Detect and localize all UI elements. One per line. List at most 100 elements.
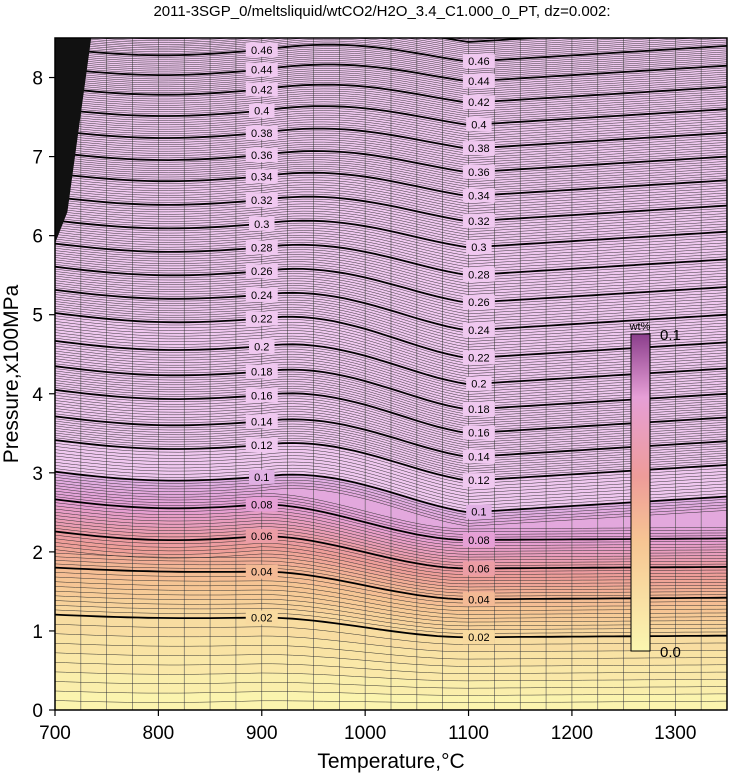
contour-label-bg bbox=[462, 164, 495, 179]
minor-contour bbox=[55, 165, 727, 190]
minor-contour bbox=[55, 46, 727, 64]
contour-label-bg bbox=[245, 125, 278, 140]
contour-label: 0.1 bbox=[254, 472, 269, 484]
minor-contour bbox=[55, 294, 727, 337]
contour-label-bg bbox=[462, 630, 495, 645]
minor-contour bbox=[55, 50, 727, 68]
contour-label-bg bbox=[462, 449, 495, 464]
y-tick-label: 0 bbox=[32, 701, 43, 722]
minor-contour bbox=[55, 231, 727, 262]
contour-label: 0.32 bbox=[468, 216, 489, 228]
contour-label: 0.14 bbox=[468, 451, 489, 463]
fill-band bbox=[55, 142, 727, 168]
contour-label: 0.46 bbox=[251, 45, 272, 57]
contour-label-bg bbox=[466, 504, 492, 519]
minor-contour bbox=[55, 348, 727, 393]
fill-band bbox=[97, 38, 598, 46]
contour-label-bg bbox=[462, 350, 495, 365]
fill-band bbox=[55, 525, 727, 569]
fill-band bbox=[55, 133, 727, 159]
fill-band bbox=[55, 567, 727, 607]
contour-label-bg bbox=[462, 592, 495, 607]
y-axis-ticks: 0 1 2 3 4 5 6 7 8 bbox=[32, 69, 55, 722]
fill-band bbox=[55, 586, 727, 623]
x-axis-ticks: 700 800 900 1000 1100 1200 1300 bbox=[39, 710, 696, 744]
minor-contour bbox=[55, 368, 727, 413]
minor-contour bbox=[55, 54, 727, 72]
contour-label: 0.12 bbox=[468, 475, 489, 487]
minor-contour bbox=[55, 229, 727, 259]
contour-label: 0.1 bbox=[471, 507, 486, 519]
contour-label: 0.44 bbox=[468, 76, 489, 88]
minor-contour bbox=[55, 652, 727, 667]
minor-contour bbox=[55, 72, 727, 91]
contour-label: 0.3 bbox=[254, 219, 269, 231]
contour-label-bg bbox=[245, 42, 278, 57]
contour-label: 0.34 bbox=[468, 190, 489, 202]
contour-label: 0.08 bbox=[251, 499, 272, 511]
minor-contour bbox=[94, 38, 602, 47]
minor-contour bbox=[55, 245, 727, 279]
contour-label: 0.18 bbox=[251, 367, 272, 379]
minor-contour bbox=[55, 179, 727, 204]
minor-contour bbox=[55, 208, 727, 235]
minor-contour bbox=[55, 112, 727, 133]
minor-contour bbox=[55, 144, 727, 166]
minor-contour bbox=[55, 590, 727, 619]
minor-contour bbox=[55, 194, 727, 220]
minor-contour bbox=[55, 280, 727, 320]
fill-band bbox=[55, 488, 727, 535]
minor-contour bbox=[55, 310, 727, 356]
minor-contour bbox=[55, 137, 727, 159]
minor-contour bbox=[55, 82, 727, 101]
minor-contour bbox=[55, 315, 727, 362]
minor-contour bbox=[56, 38, 666, 51]
minor-contour bbox=[55, 337, 727, 382]
fill-band bbox=[55, 137, 727, 163]
minor-contour bbox=[55, 38, 699, 53]
minor-contour bbox=[55, 284, 727, 326]
minor-contour bbox=[55, 184, 727, 210]
minor-contour bbox=[55, 278, 727, 317]
contour-label: 0.36 bbox=[251, 150, 272, 162]
minor-contour bbox=[55, 586, 727, 615]
major-contour bbox=[55, 498, 727, 541]
minor-contour bbox=[55, 671, 727, 682]
minor-contour bbox=[55, 373, 727, 417]
y-tick-label: 3 bbox=[32, 464, 43, 485]
minor-contour bbox=[55, 446, 727, 488]
major-contour bbox=[55, 365, 727, 411]
major-contour bbox=[55, 470, 727, 514]
contour-label-bg bbox=[245, 311, 278, 326]
major-contour bbox=[55, 150, 727, 174]
fill-band bbox=[55, 48, 727, 70]
minor-contour bbox=[55, 60, 727, 78]
minor-contour bbox=[55, 423, 727, 465]
fill-band bbox=[55, 201, 727, 232]
colorbar-min-label: 0.0 bbox=[660, 644, 681, 661]
minor-contour bbox=[55, 363, 727, 408]
minor-contour bbox=[55, 329, 727, 375]
contour-label: 0.28 bbox=[251, 243, 272, 255]
minor-contour bbox=[55, 623, 727, 645]
minor-contour bbox=[55, 468, 727, 510]
minor-contour bbox=[55, 163, 727, 187]
contour-label-bg bbox=[245, 169, 278, 184]
minor-contour bbox=[55, 542, 727, 578]
contour-label-bg bbox=[462, 561, 495, 576]
minor-contour bbox=[55, 139, 727, 161]
minor-contour bbox=[55, 224, 727, 254]
minor-contour bbox=[55, 633, 727, 653]
contour-label: 0.2 bbox=[254, 341, 269, 353]
minor-contour bbox=[55, 161, 727, 185]
major-contour bbox=[55, 195, 727, 223]
dense-contour-wedge bbox=[55, 38, 92, 244]
minor-contour bbox=[55, 560, 727, 594]
minor-contour bbox=[55, 461, 727, 504]
minor-contour bbox=[55, 157, 727, 180]
minor-contour bbox=[55, 643, 727, 660]
minor-contour bbox=[55, 485, 727, 527]
minor-contour bbox=[55, 159, 727, 183]
minor-contour bbox=[55, 203, 727, 230]
minor-contour bbox=[120, 38, 569, 45]
